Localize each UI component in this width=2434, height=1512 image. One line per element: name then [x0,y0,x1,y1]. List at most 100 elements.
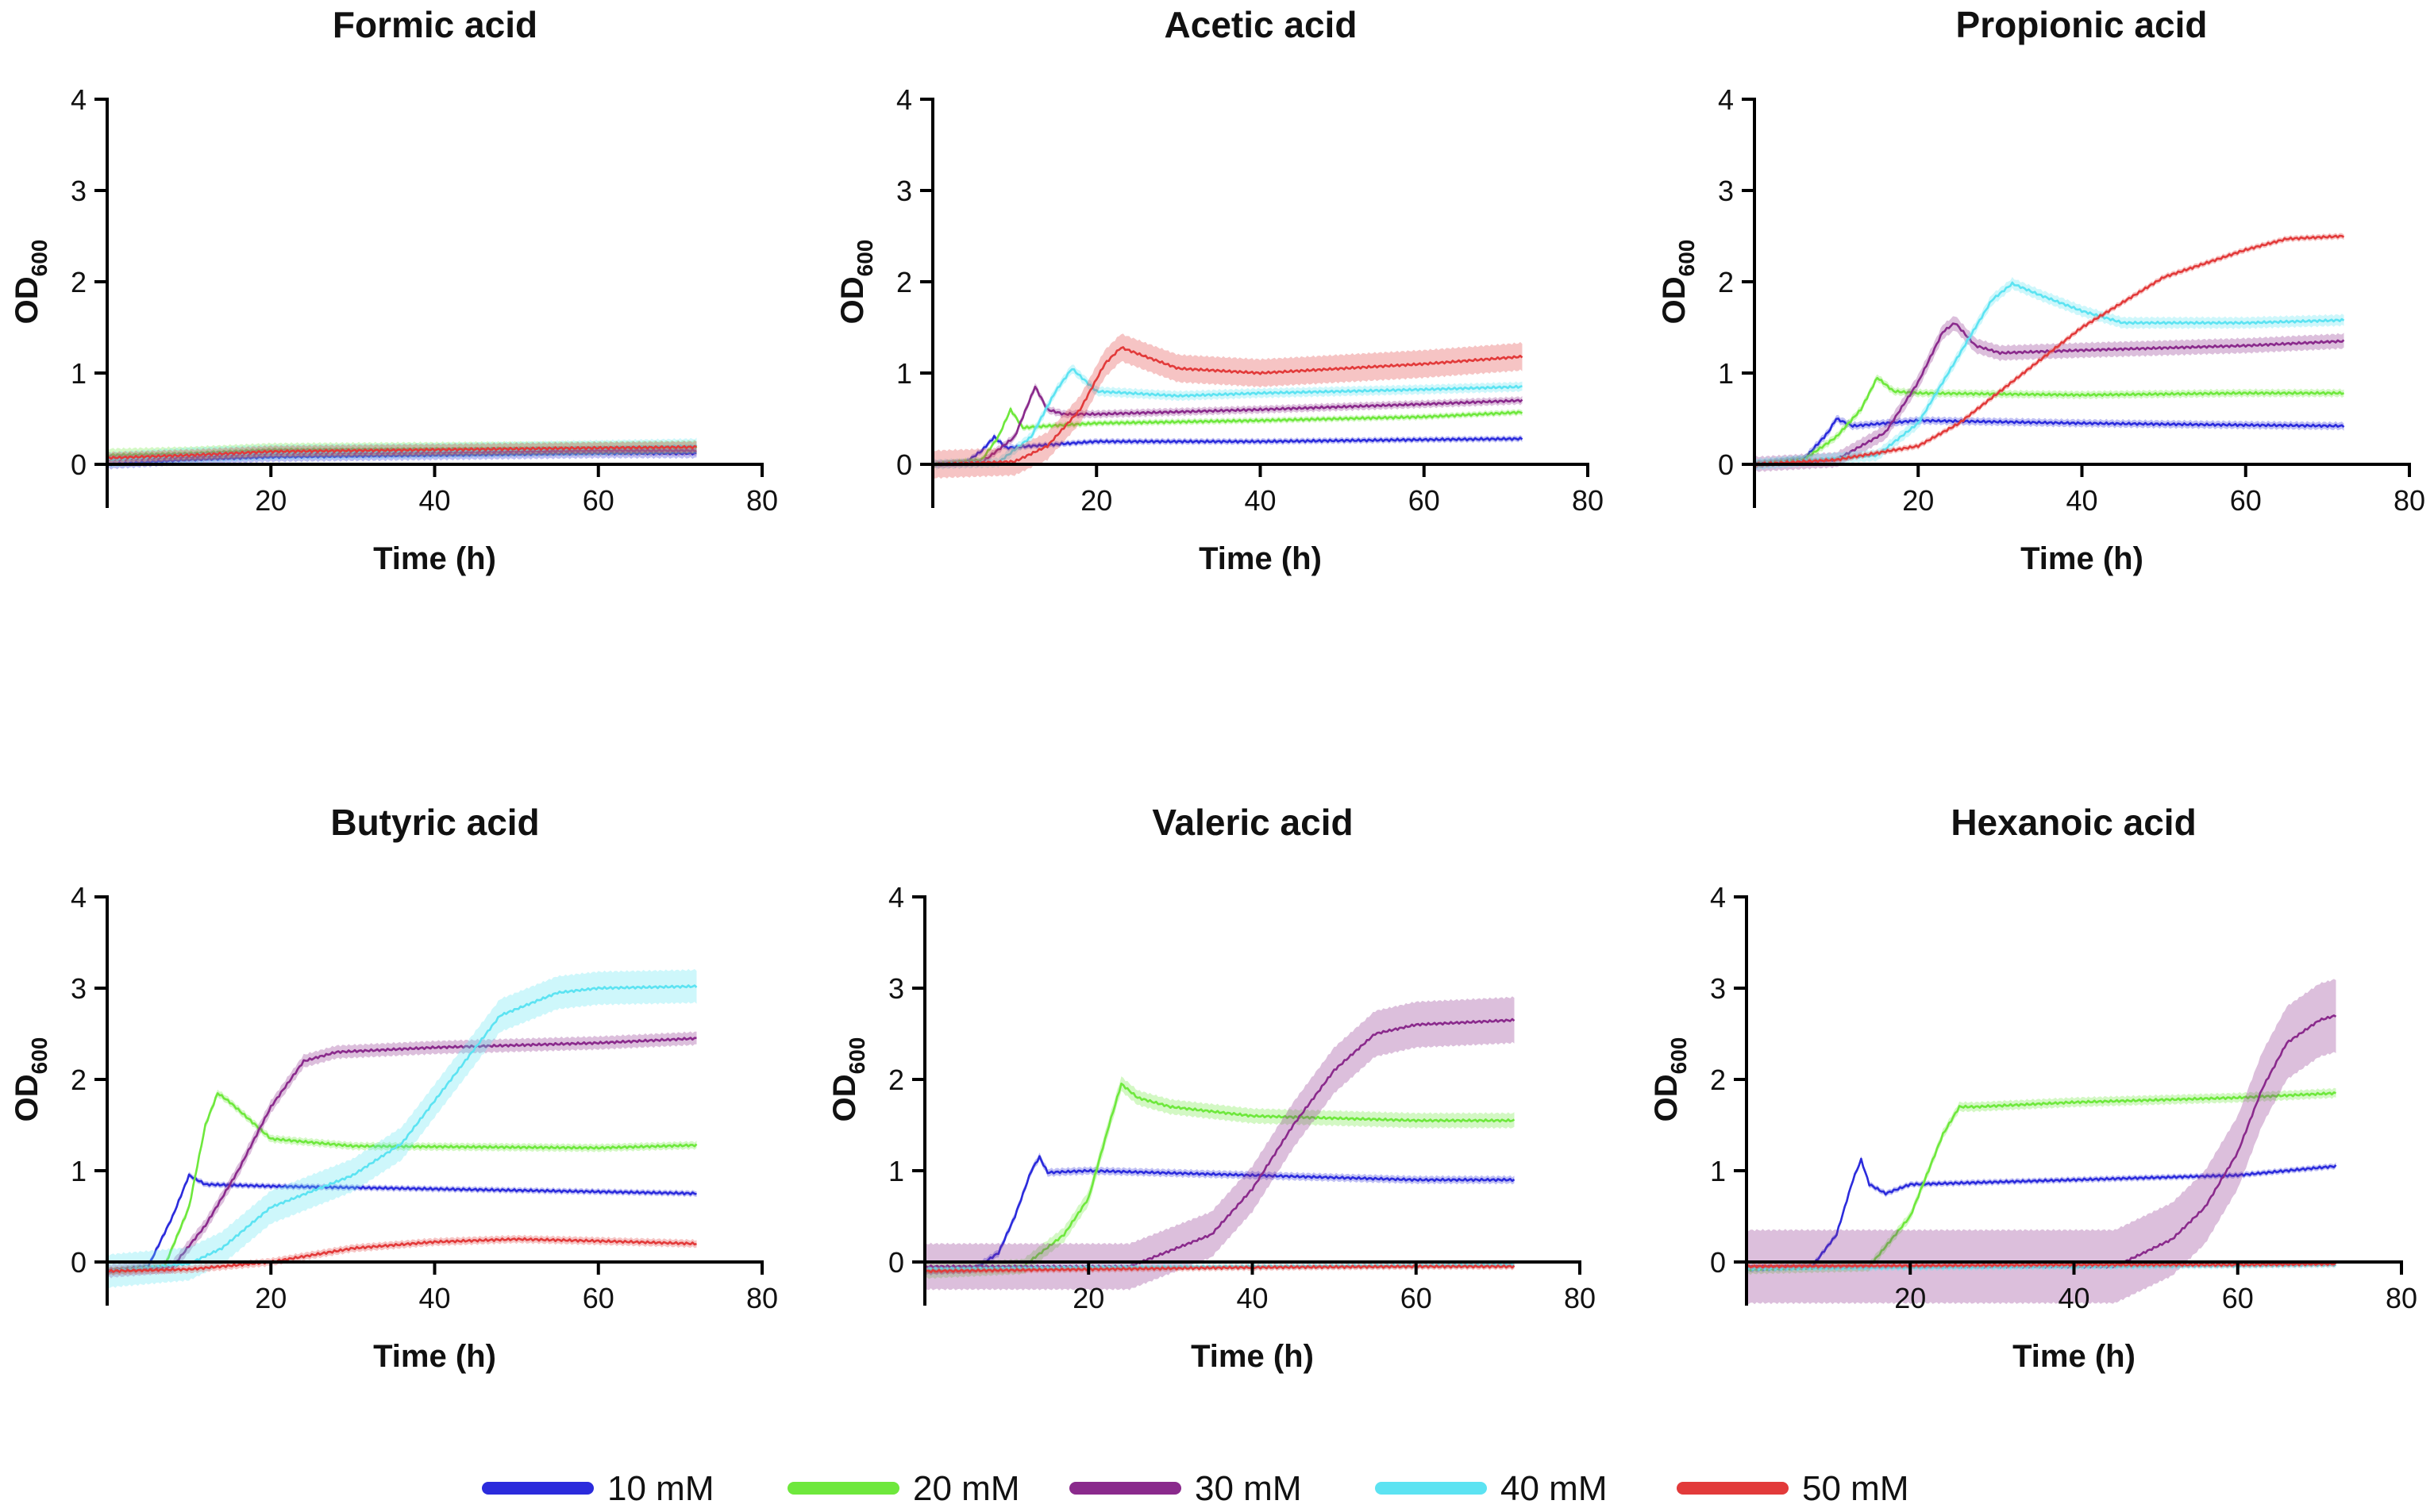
series-line-30-mm [106,1037,697,1273]
y-tick-label: 0 [71,1246,87,1279]
y-axis-label-subscript: 600 [1666,1037,1691,1075]
y-axis-label: OD600 [827,1037,869,1122]
y-tick-label: 2 [71,266,87,298]
y-tick-label: 4 [888,881,904,914]
y-tick-label: 2 [71,1064,87,1096]
series-line-10-mm [932,435,1523,466]
y-axis-label-subscript: 600 [845,1037,869,1075]
x-tick-label: 20 [255,1282,287,1314]
y-axis-label-main: OD [835,276,870,324]
series-line-10-mm [924,1155,1515,1273]
y-tick-label: 0 [71,448,87,481]
y-tick-label: 0 [888,1246,904,1279]
x-axis-label: Time (h) [2012,1339,2136,1374]
x-tick-label: 60 [2222,1282,2254,1314]
band-40-mm [107,437,697,468]
y-axis-label: OD600 [10,1037,52,1122]
x-tick-label: 20 [1073,1282,1104,1314]
band-20-mm [933,406,1523,468]
x-tick-label: 80 [746,484,778,517]
y-axis-label: OD600 [1649,1037,1691,1122]
y-axis-label-subscript: 600 [853,240,877,277]
x-tick-label: 40 [1236,1282,1268,1314]
x-tick-label: 80 [2394,484,2425,517]
chart-panel-2: Acetic acid 0 1 2 3 4 20 40 60 80 Time (h) OD600 [835,4,1604,576]
y-tick-label: 1 [71,1155,87,1187]
series-line-50-mm [106,1237,697,1273]
x-tick-label: 40 [2058,1282,2089,1314]
panel-title: Acetic acid [1165,4,1358,45]
y-tick-label: 4 [71,83,87,116]
x-tick-label: 60 [1400,1282,1432,1314]
y-tick-label: 4 [896,83,912,116]
y-tick-label: 2 [896,266,912,298]
y-tick-label: 1 [71,357,87,390]
y-tick-label: 0 [1718,448,1734,481]
y-tick-label: 2 [1710,1064,1726,1096]
panel-title: Butyric acid [330,802,539,843]
band-30-mm [925,996,1515,1291]
legend-label: 20 mM [913,1469,1019,1508]
x-tick-label: 40 [1244,484,1276,517]
x-tick-label: 60 [583,484,614,517]
band-40-mm [107,968,697,1289]
x-tick-label: 20 [1894,1282,1926,1314]
x-tick-label: 80 [1564,1282,1596,1314]
y-tick-label: 3 [71,972,87,1005]
x-tick-label: 80 [2386,1282,2417,1314]
band-10-mm [1747,1156,2336,1273]
y-tick-label: 2 [1718,266,1734,298]
panel-title: Formic acid [333,4,537,45]
x-axis-label: Time (h) [1199,541,1322,576]
series-line-40-mm [1754,281,2345,467]
band-50-mm [107,441,697,464]
y-tick-label: 4 [1718,83,1734,116]
y-tick-label: 0 [896,448,912,481]
x-tick-label: 80 [746,1282,778,1314]
y-tick-label: 4 [1710,881,1726,914]
band-30-mm [1754,316,2344,473]
y-tick-label: 3 [888,972,904,1005]
band-50-mm [1754,233,2344,468]
band-20-mm [1754,374,2344,469]
chart-panel-3: Propionic acid 0 1 2 3 4 20 40 60 80 Time (h) OD600 [1657,4,2425,576]
y-tick-label: 3 [1718,175,1734,207]
series-line-10-mm [106,1173,697,1273]
band-30-mm [1747,979,2336,1305]
y-tick-label: 1 [888,1155,904,1187]
series-line-20-mm [932,407,1523,467]
y-axis-label-main: OD [827,1074,862,1121]
chart-panel-1: Formic acid 0 1 2 3 4 20 40 60 80 Time (h) OD600 [10,4,778,576]
y-tick-label: 4 [71,881,87,914]
band-50-mm [933,333,1523,479]
x-tick-label: 80 [1572,484,1604,517]
x-axis-label: Time (h) [1191,1339,1314,1374]
series-line-20-mm [106,1092,698,1273]
series-line-10-mm [1754,417,2345,467]
series-line-20-mm [1754,376,2345,466]
band-30-mm [933,383,1523,469]
chart-panel-6: Hexanoic acid 0 1 2 3 4 20 40 60 80 Time (h) OD600 [1649,802,2417,1374]
legend: 10 mM 20 mM 30 mM 40 mM 50 mM [482,1469,1908,1508]
y-tick-label: 1 [1710,1155,1726,1187]
y-axis-label-main: OD [10,1074,44,1121]
y-tick-label: 1 [896,357,912,390]
legend-label: 40 mM [1500,1469,1607,1508]
y-axis-label-main: OD [1657,276,1692,324]
y-axis-label-main: OD [1649,1074,1684,1121]
series-line-40-mm [932,367,1523,467]
series-line-50-mm [932,346,1523,467]
x-axis-label: Time (h) [2020,541,2143,576]
series-line-30-mm [932,385,1523,467]
x-tick-label: 60 [1408,484,1440,517]
legend-label: 10 mM [607,1469,714,1508]
band-50-mm [107,1234,697,1276]
panel-title: Hexanoic acid [1951,802,2196,843]
x-tick-label: 60 [583,1282,614,1314]
y-tick-label: 3 [896,175,912,207]
x-axis-label: Time (h) [373,1339,496,1374]
y-axis-label-subscript: 600 [27,240,52,277]
chart-panel-5: Valeric acid 0 1 2 3 4 20 40 60 80 Time (h) OD600 [827,802,1596,1374]
y-tick-label: 0 [1710,1246,1726,1279]
